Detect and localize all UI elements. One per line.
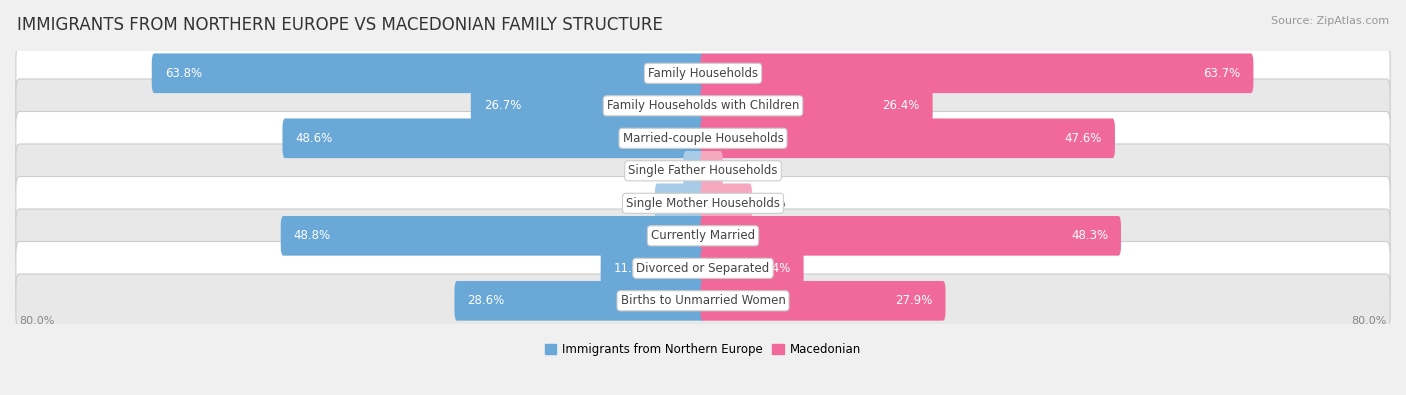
FancyBboxPatch shape xyxy=(454,281,706,321)
Text: 63.8%: 63.8% xyxy=(165,67,202,80)
Text: Single Mother Households: Single Mother Households xyxy=(626,197,780,210)
FancyBboxPatch shape xyxy=(471,86,706,126)
FancyBboxPatch shape xyxy=(700,86,932,126)
FancyBboxPatch shape xyxy=(15,111,1391,165)
Text: 27.9%: 27.9% xyxy=(896,294,932,307)
Text: 63.7%: 63.7% xyxy=(1204,67,1240,80)
Text: 2.0%: 2.0% xyxy=(650,164,679,177)
FancyBboxPatch shape xyxy=(152,53,706,93)
FancyBboxPatch shape xyxy=(600,248,706,288)
FancyBboxPatch shape xyxy=(700,184,752,223)
FancyBboxPatch shape xyxy=(700,281,945,321)
FancyBboxPatch shape xyxy=(700,118,1115,158)
Text: 26.4%: 26.4% xyxy=(883,99,920,112)
Text: 80.0%: 80.0% xyxy=(1351,316,1386,326)
Legend: Immigrants from Northern Europe, Macedonian: Immigrants from Northern Europe, Macedon… xyxy=(544,343,862,356)
FancyBboxPatch shape xyxy=(283,118,706,158)
Text: 47.6%: 47.6% xyxy=(1064,132,1102,145)
FancyBboxPatch shape xyxy=(700,216,1121,256)
Text: 5.4%: 5.4% xyxy=(756,197,786,210)
Text: 48.8%: 48.8% xyxy=(294,229,330,242)
Text: Divorced or Separated: Divorced or Separated xyxy=(637,262,769,275)
Text: 26.7%: 26.7% xyxy=(484,99,522,112)
Text: Family Households with Children: Family Households with Children xyxy=(607,99,799,112)
Text: 11.4%: 11.4% xyxy=(754,262,790,275)
Text: 80.0%: 80.0% xyxy=(20,316,55,326)
Text: 11.6%: 11.6% xyxy=(613,262,651,275)
FancyBboxPatch shape xyxy=(700,248,804,288)
Text: 48.3%: 48.3% xyxy=(1071,229,1108,242)
Text: 5.3%: 5.3% xyxy=(621,197,651,210)
FancyBboxPatch shape xyxy=(15,177,1391,230)
Text: 2.0%: 2.0% xyxy=(727,164,756,177)
Text: Married-couple Households: Married-couple Households xyxy=(623,132,783,145)
Text: 48.6%: 48.6% xyxy=(295,132,333,145)
FancyBboxPatch shape xyxy=(15,241,1391,295)
FancyBboxPatch shape xyxy=(15,79,1391,133)
FancyBboxPatch shape xyxy=(15,47,1391,100)
FancyBboxPatch shape xyxy=(281,216,706,256)
Text: Births to Unmarried Women: Births to Unmarried Women xyxy=(620,294,786,307)
Text: Family Households: Family Households xyxy=(648,67,758,80)
Text: Source: ZipAtlas.com: Source: ZipAtlas.com xyxy=(1271,16,1389,26)
Text: Currently Married: Currently Married xyxy=(651,229,755,242)
FancyBboxPatch shape xyxy=(15,274,1391,327)
FancyBboxPatch shape xyxy=(15,209,1391,263)
FancyBboxPatch shape xyxy=(655,184,706,223)
FancyBboxPatch shape xyxy=(700,151,723,191)
Text: IMMIGRANTS FROM NORTHERN EUROPE VS MACEDONIAN FAMILY STRUCTURE: IMMIGRANTS FROM NORTHERN EUROPE VS MACED… xyxy=(17,16,662,34)
Text: Single Father Households: Single Father Households xyxy=(628,164,778,177)
FancyBboxPatch shape xyxy=(700,53,1253,93)
FancyBboxPatch shape xyxy=(683,151,706,191)
Text: 28.6%: 28.6% xyxy=(467,294,505,307)
FancyBboxPatch shape xyxy=(15,144,1391,198)
